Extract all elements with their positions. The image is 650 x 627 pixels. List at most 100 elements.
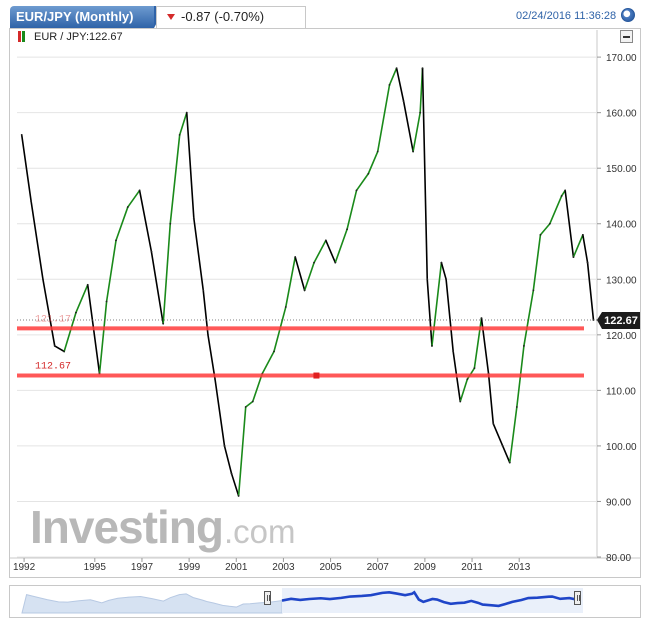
x-tick-label: 2001: [225, 562, 248, 573]
price-point: [459, 400, 462, 403]
x-tick-label: 2009: [414, 562, 437, 573]
y-tick-label: 160.00: [606, 109, 637, 120]
x-tick-label: 2011: [461, 562, 483, 573]
price-segment: [523, 289, 535, 347]
price-point: [237, 495, 240, 497]
price-segment: [549, 195, 563, 225]
price-segment: [237, 406, 247, 497]
y-tick-label: 170.00: [606, 53, 637, 64]
price-point: [150, 250, 153, 253]
price-segment: [162, 222, 172, 325]
minimize-button[interactable]: [620, 30, 633, 43]
price-point: [75, 311, 77, 314]
price-point: [334, 261, 337, 264]
price-segment: [178, 111, 188, 136]
refresh-icon[interactable]: [621, 8, 635, 22]
price-segment: [138, 189, 153, 253]
price-segment: [431, 261, 443, 347]
price-point: [480, 317, 483, 320]
price-point: [560, 195, 563, 197]
price-point: [223, 445, 226, 447]
price-point: [207, 333, 209, 336]
legend-color-down-swatch: [18, 31, 21, 42]
price-point: [105, 300, 108, 303]
price-segment: [355, 172, 370, 192]
change-text: -0.87 (-0.70%): [181, 9, 265, 24]
price-segment: [75, 284, 89, 314]
price-segment: [214, 378, 226, 447]
price-point: [419, 111, 422, 114]
price-segment: [261, 350, 275, 375]
price-point: [138, 189, 141, 192]
price-point: [431, 345, 433, 347]
price-chart[interactable]: 80.00 90.00 100.00 110.00 120.00 130.00 140.00…: [0, 0, 650, 580]
chart-panel: [9, 28, 641, 578]
navigator-right-handle[interactable]: [574, 591, 581, 605]
price-point: [185, 111, 188, 114]
price-segment: [284, 256, 297, 308]
price-point: [515, 406, 518, 408]
price-point: [251, 400, 254, 403]
price-segment: [169, 134, 181, 225]
x-tick-label: 1992: [13, 562, 36, 573]
price-segment: [582, 234, 589, 264]
price-point: [324, 239, 327, 242]
line-drag-handle[interactable]: [313, 372, 320, 379]
price-segment: [313, 239, 327, 264]
x-tick-label: 1999: [178, 562, 201, 573]
navigator-left-handle[interactable]: [264, 591, 271, 605]
price-point: [501, 445, 504, 447]
price-point: [367, 172, 370, 175]
price-point: [388, 83, 391, 86]
price-segment: [402, 100, 414, 153]
price-point: [169, 222, 172, 225]
y-tick-label: 110.00: [606, 386, 636, 397]
price-segment: [395, 67, 405, 103]
change-box: -0.87 (-0.70%): [156, 6, 306, 28]
price-segment: [325, 239, 337, 264]
price-segment: [303, 261, 315, 292]
price-segment: [294, 256, 306, 292]
price-segment: [367, 150, 379, 175]
price-point: [63, 350, 66, 353]
price-segment: [445, 278, 454, 353]
price-point: [42, 278, 44, 281]
price-point: [244, 406, 247, 408]
price-point: [581, 233, 584, 236]
price-point: [178, 133, 181, 136]
range-navigator[interactable]: [9, 585, 641, 618]
price-point: [376, 150, 379, 153]
price-segment: [127, 189, 141, 208]
price-segment: [508, 406, 518, 464]
price-segment: [223, 445, 233, 475]
price-segment: [150, 250, 164, 325]
price-point: [426, 278, 429, 281]
price-point: [192, 217, 195, 220]
price-segment: [346, 189, 358, 231]
y-tick-label: 100.00: [606, 442, 637, 453]
price-point: [492, 422, 495, 425]
price-point: [452, 350, 455, 353]
price-point: [20, 133, 23, 136]
price-point: [402, 100, 405, 103]
symbol-tab[interactable]: EUR/JPY (Monthly): [10, 6, 166, 28]
watermark-suffix: .com: [223, 513, 296, 550]
price-point: [346, 228, 348, 231]
price-segment: [388, 67, 398, 86]
price-point: [86, 283, 89, 286]
price-segment: [426, 278, 433, 347]
price-point: [445, 278, 448, 281]
price-point: [303, 289, 306, 292]
price-segment: [98, 300, 108, 375]
price-segment: [207, 334, 216, 381]
price-point: [548, 222, 551, 225]
price-segment: [564, 189, 575, 258]
price-point: [564, 189, 567, 192]
y-tick-label: 90.00: [606, 497, 631, 508]
price-segment: [185, 111, 195, 219]
price-point: [214, 378, 216, 381]
y-tick-label: 150.00: [606, 164, 637, 175]
price-segment: [193, 217, 205, 292]
price-segment: [539, 222, 551, 236]
x-tick-label: 1995: [84, 562, 107, 573]
